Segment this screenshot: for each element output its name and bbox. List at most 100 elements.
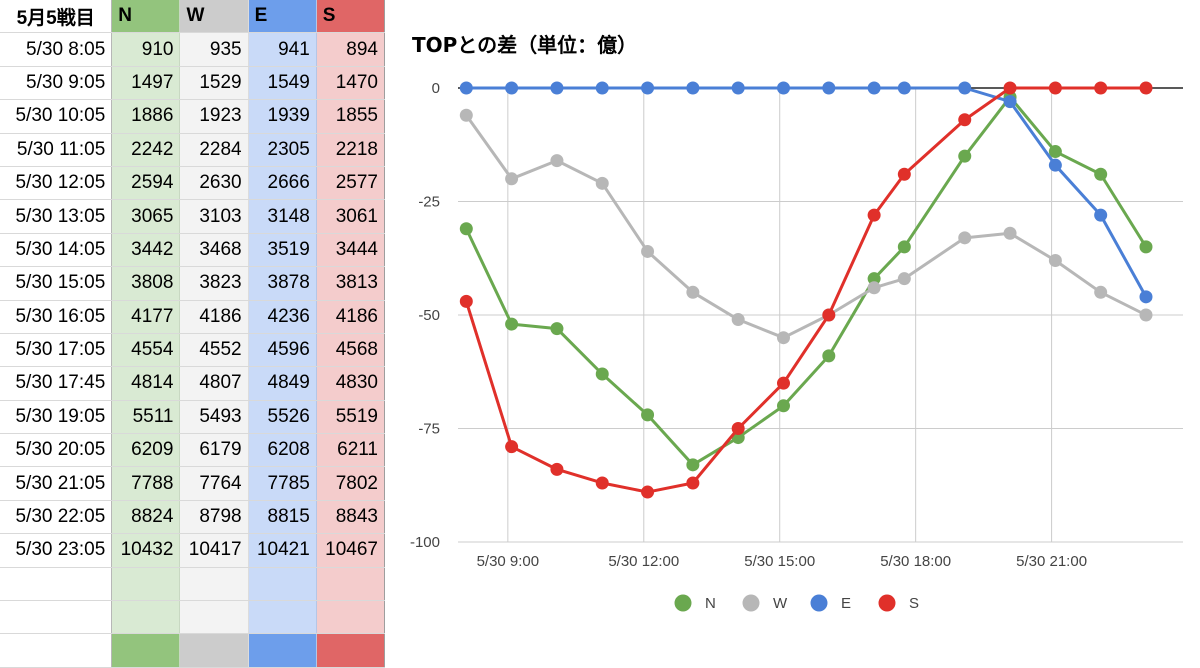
value-cell-w[interactable]: 2284 bbox=[179, 133, 249, 167]
value-cell-e[interactable]: 4849 bbox=[248, 366, 317, 401]
value-cell-n[interactable]: 4554 bbox=[111, 333, 181, 368]
value-cell-s[interactable] bbox=[316, 600, 386, 635]
column-header-n[interactable]: N bbox=[111, 0, 181, 34]
value-cell-w[interactable]: 3103 bbox=[179, 199, 249, 234]
time-cell[interactable]: 5/30 19:05 bbox=[0, 400, 113, 435]
value-cell-s[interactable]: 8843 bbox=[316, 500, 386, 535]
time-cell[interactable]: 5/30 12:05 bbox=[0, 166, 113, 201]
value-cell-w[interactable]: 1923 bbox=[179, 99, 249, 134]
value-cell-w[interactable]: 7764 bbox=[179, 466, 249, 501]
value-cell-s[interactable] bbox=[316, 567, 386, 602]
value-cell-n[interactable] bbox=[111, 633, 181, 668]
value-cell-w[interactable]: 935 bbox=[179, 32, 249, 67]
value-cell-n[interactable]: 3808 bbox=[111, 266, 181, 301]
value-cell-n[interactable]: 5511 bbox=[111, 400, 181, 435]
time-cell[interactable] bbox=[0, 600, 113, 635]
value-cell-e[interactable] bbox=[248, 567, 317, 602]
value-cell-e[interactable]: 4596 bbox=[248, 333, 317, 368]
time-cell[interactable]: 5/30 14:05 bbox=[0, 233, 113, 268]
value-cell-n[interactable]: 7788 bbox=[111, 466, 181, 501]
value-cell-w[interactable]: 4807 bbox=[179, 366, 249, 401]
value-cell-e[interactable]: 3519 bbox=[248, 233, 317, 268]
time-cell[interactable] bbox=[0, 567, 113, 602]
value-cell-e[interactable] bbox=[248, 633, 317, 668]
value-cell-w[interactable]: 10417 bbox=[179, 533, 249, 568]
value-cell-e[interactable]: 5526 bbox=[248, 400, 317, 435]
value-cell-w[interactable]: 2630 bbox=[179, 166, 249, 201]
value-cell-s[interactable]: 2577 bbox=[316, 166, 386, 201]
value-cell-s[interactable]: 1855 bbox=[316, 99, 386, 134]
time-cell[interactable]: 5/30 20:05 bbox=[0, 433, 113, 468]
legend-item-s[interactable]: S bbox=[878, 594, 920, 613]
value-cell-s[interactable]: 2218 bbox=[316, 133, 386, 167]
time-cell[interactable]: 5/30 21:05 bbox=[0, 466, 113, 501]
value-cell-n[interactable] bbox=[111, 567, 181, 602]
value-cell-s[interactable]: 1470 bbox=[316, 66, 386, 101]
value-cell-n[interactable]: 2594 bbox=[111, 166, 181, 201]
value-cell-e[interactable]: 6208 bbox=[248, 433, 317, 468]
sheet-title-cell[interactable]: 5月5戦目 bbox=[0, 0, 113, 34]
time-cell[interactable] bbox=[0, 633, 113, 668]
value-cell-n[interactable]: 3442 bbox=[111, 233, 181, 268]
value-cell-w[interactable]: 3823 bbox=[179, 266, 249, 301]
value-cell-e[interactable]: 10421 bbox=[248, 533, 317, 568]
value-cell-n[interactable]: 1886 bbox=[111, 99, 181, 134]
time-cell[interactable]: 5/30 17:05 bbox=[0, 333, 113, 368]
value-cell-e[interactable]: 4236 bbox=[248, 300, 317, 334]
value-cell-s[interactable]: 894 bbox=[316, 32, 386, 67]
value-cell-w[interactable]: 8798 bbox=[179, 500, 249, 535]
value-cell-s[interactable]: 4186 bbox=[316, 300, 386, 334]
time-cell[interactable]: 5/30 9:05 bbox=[0, 66, 113, 101]
time-cell[interactable]: 5/30 11:05 bbox=[0, 133, 113, 167]
value-cell-n[interactable]: 4177 bbox=[111, 300, 181, 334]
time-cell[interactable]: 5/30 10:05 bbox=[0, 99, 113, 134]
value-cell-w[interactable] bbox=[179, 567, 249, 602]
value-cell-s[interactable]: 4568 bbox=[316, 333, 386, 368]
column-header-e[interactable]: E bbox=[248, 0, 317, 34]
legend-item-e[interactable]: E bbox=[810, 594, 852, 613]
value-cell-s[interactable]: 4830 bbox=[316, 366, 386, 401]
value-cell-w[interactable] bbox=[179, 600, 249, 635]
value-cell-w[interactable]: 3468 bbox=[179, 233, 249, 268]
value-cell-w[interactable]: 6179 bbox=[179, 433, 249, 468]
value-cell-n[interactable]: 4814 bbox=[111, 366, 181, 401]
value-cell-s[interactable]: 3444 bbox=[316, 233, 386, 268]
time-cell[interactable]: 5/30 13:05 bbox=[0, 199, 113, 234]
value-cell-s[interactable]: 7802 bbox=[316, 466, 386, 501]
value-cell-n[interactable]: 8824 bbox=[111, 500, 181, 535]
value-cell-e[interactable]: 941 bbox=[248, 32, 317, 67]
value-cell-n[interactable] bbox=[111, 600, 181, 635]
value-cell-e[interactable]: 2666 bbox=[248, 166, 317, 201]
value-cell-s[interactable]: 3813 bbox=[316, 266, 386, 301]
value-cell-n[interactable]: 3065 bbox=[111, 199, 181, 234]
value-cell-n[interactable]: 910 bbox=[111, 32, 181, 67]
value-cell-w[interactable]: 4186 bbox=[179, 300, 249, 334]
value-cell-s[interactable]: 10467 bbox=[316, 533, 386, 568]
value-cell-e[interactable]: 8815 bbox=[248, 500, 317, 535]
legend-item-w[interactable]: W bbox=[742, 594, 789, 613]
time-cell[interactable]: 5/30 8:05 bbox=[0, 32, 113, 67]
column-header-w[interactable]: W bbox=[179, 0, 249, 34]
value-cell-n[interactable]: 2242 bbox=[111, 133, 181, 167]
value-cell-w[interactable]: 4552 bbox=[179, 333, 249, 368]
value-cell-e[interactable]: 7785 bbox=[248, 466, 317, 501]
value-cell-w[interactable]: 5493 bbox=[179, 400, 249, 435]
value-cell-n[interactable]: 1497 bbox=[111, 66, 181, 101]
time-cell[interactable]: 5/30 23:05 bbox=[0, 533, 113, 568]
value-cell-n[interactable]: 10432 bbox=[111, 533, 181, 568]
column-header-s[interactable]: S bbox=[316, 0, 386, 34]
value-cell-e[interactable]: 3878 bbox=[248, 266, 317, 301]
time-cell[interactable]: 5/30 16:05 bbox=[0, 300, 113, 334]
value-cell-w[interactable]: 1529 bbox=[179, 66, 249, 101]
legend-item-n[interactable]: N bbox=[674, 594, 716, 613]
value-cell-s[interactable]: 5519 bbox=[316, 400, 386, 435]
value-cell-e[interactable]: 2305 bbox=[248, 133, 317, 167]
value-cell-n[interactable]: 6209 bbox=[111, 433, 181, 468]
value-cell-e[interactable]: 1939 bbox=[248, 99, 317, 134]
value-cell-s[interactable]: 6211 bbox=[316, 433, 386, 468]
value-cell-s[interactable] bbox=[316, 633, 386, 668]
value-cell-e[interactable]: 3148 bbox=[248, 199, 317, 234]
value-cell-e[interactable]: 1549 bbox=[248, 66, 317, 101]
value-cell-w[interactable] bbox=[179, 633, 249, 668]
time-cell[interactable]: 5/30 17:45 bbox=[0, 366, 113, 401]
